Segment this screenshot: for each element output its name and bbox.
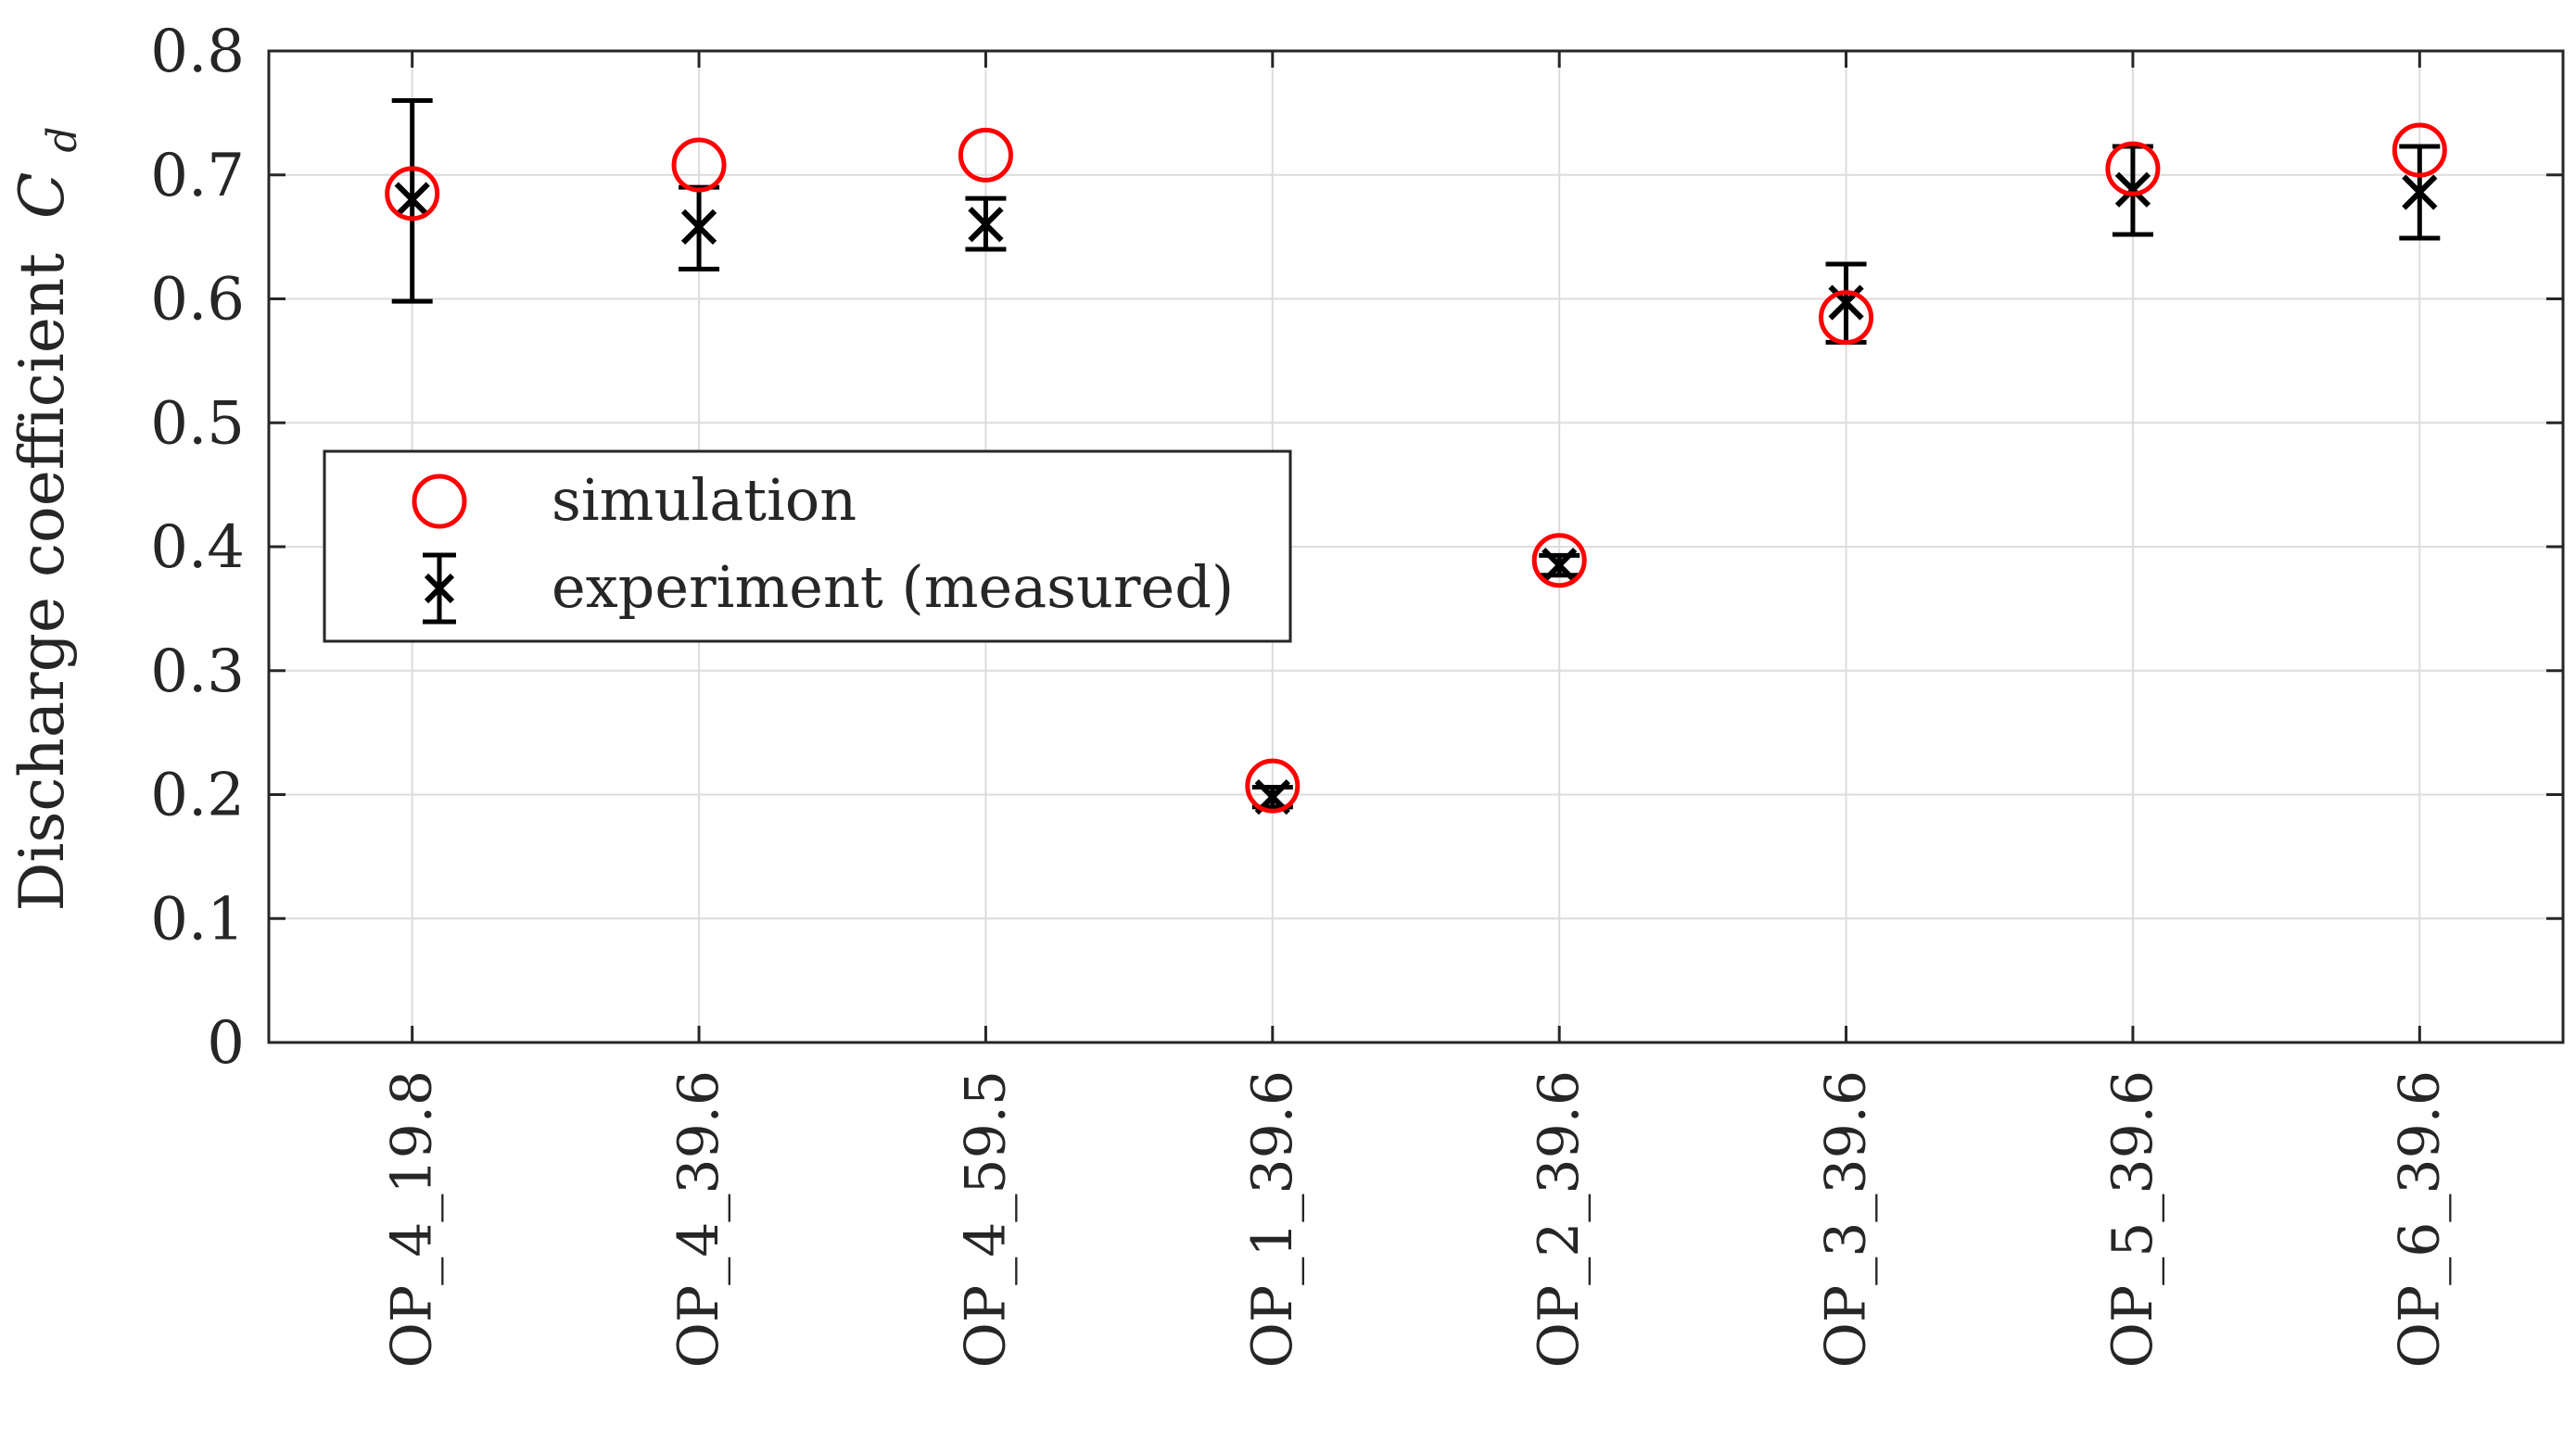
y-axis-label-subscript: d [39, 126, 86, 152]
y-tick-labels: 0 0.1 0.2 0.3 0.4 0.5 0.6 0.7 0.8 [150, 18, 245, 1078]
x-marker [2114, 171, 2151, 208]
y-tick-label: 0.8 [150, 18, 245, 86]
x-tick-label: OP_5_39.6 [2100, 1070, 2165, 1368]
experiment-point [679, 184, 720, 272]
legend-box [323, 449, 1292, 643]
x-marker [680, 208, 717, 246]
data-series [385, 98, 2447, 815]
legend-x-icon [424, 573, 455, 604]
x-tick-label: OP_2_39.6 [1527, 1070, 1592, 1368]
simulation-point [1819, 290, 1874, 346]
y-tick-label: 0.4 [150, 513, 245, 582]
grid [269, 51, 2563, 1042]
simulation-point [671, 137, 727, 193]
x-marker [1542, 547, 1578, 584]
x-marker [394, 182, 430, 218]
experiment-point [391, 98, 433, 304]
y-tick-label: 0.1 [150, 885, 245, 954]
x-tick-label: OP_6_39.6 [2387, 1070, 2452, 1368]
simulation-point [2105, 141, 2161, 196]
simulation-point [958, 127, 1013, 183]
y-tick-label: 0.5 [150, 389, 245, 458]
y-axis-label-text: Discharge coefficient [6, 253, 78, 911]
x-tick-label: OP_4_39.6 [666, 1070, 731, 1368]
experiment-point [1825, 261, 1867, 345]
legend-label-simulation: simulation [552, 466, 857, 534]
y-tick-label: 0.6 [150, 266, 245, 335]
axes [267, 49, 2565, 1044]
plot-frame [267, 49, 2565, 1044]
x-marker [1828, 284, 1864, 321]
simulation-point [1531, 533, 1587, 588]
x-tick-labels: OP_4_19.8 OP_4_39.6 OP_4_59.5 OP_1_39.6 OP_2… [380, 1070, 2453, 1368]
x-tick-label: OP_3_39.6 [1814, 1070, 1879, 1368]
x-tick-label: OP_4_59.5 [953, 1070, 1018, 1368]
x-marker [968, 207, 1004, 243]
simulation-point [385, 166, 440, 221]
legend-label-experiment: experiment (measured) [552, 553, 1234, 621]
legend-circle-icon [412, 474, 467, 529]
x-tick-label: OP_4_19.8 [380, 1070, 445, 1368]
x-marker [2402, 174, 2438, 210]
experiment-point [2399, 144, 2441, 241]
y-tick-label: 0.3 [150, 638, 245, 706]
experiment-point [1539, 547, 1580, 584]
y-axis-label: Discharge coefficient C d [6, 126, 86, 911]
y-tick-label: 0.7 [150, 142, 245, 210]
legend: simulation experiment (measured) [323, 449, 1292, 643]
y-tick-label: 0.2 [150, 762, 245, 830]
simulation-point [1245, 758, 1301, 814]
experiment-point [965, 196, 1007, 252]
y-tick-label: 0 [207, 1009, 245, 1078]
simulation-point [2392, 122, 2447, 178]
x-tick-label: OP_1_39.6 [1240, 1070, 1305, 1368]
y-axis-label-symbol: C [6, 172, 78, 220]
